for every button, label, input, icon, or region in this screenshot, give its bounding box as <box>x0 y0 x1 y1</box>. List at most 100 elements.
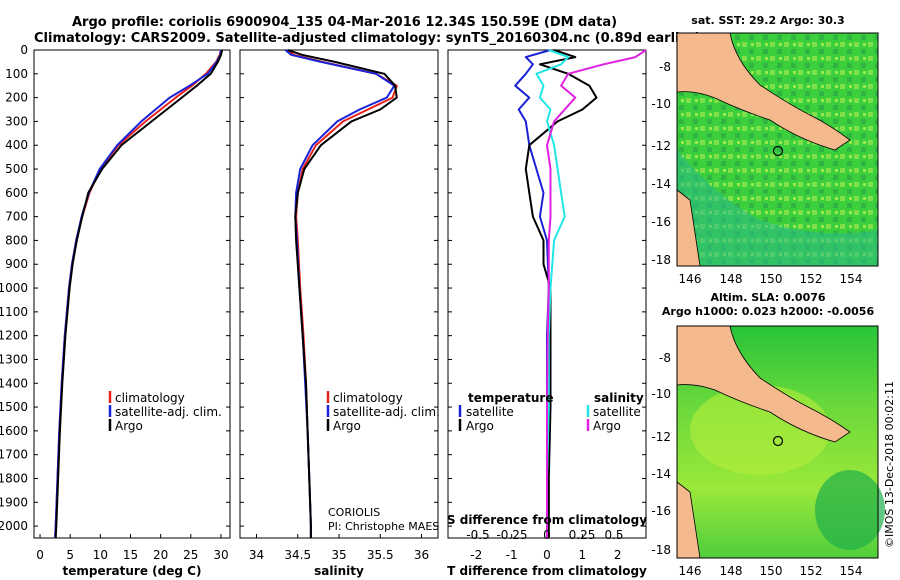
sla-low-region <box>815 470 885 550</box>
legend-salinity-title: salinity <box>594 391 644 405</box>
legend-climatology: climatology <box>115 391 185 405</box>
pi-label: PI: Christophe MAES <box>328 520 439 533</box>
series-line-argo <box>287 49 398 538</box>
series-line-satellite-adj-clim- <box>54 49 222 539</box>
salinity-axes <box>239 49 439 539</box>
x-tick-label: 5 <box>66 548 74 562</box>
depth-tick-label: 700 <box>5 210 28 224</box>
sst-cool-region <box>677 150 878 266</box>
title-line-2: Climatology: CARS2009. Satellite-adjuste… <box>34 31 701 46</box>
sst-map: sat. SST: 29.2 Argo: 30.3 -8 -10 -12 -14… <box>651 14 879 286</box>
x-tick-label: 34.5 <box>284 548 311 562</box>
legend-satellite-adj: satellite-adj. clim. <box>333 405 440 419</box>
land-new-guinea <box>676 32 851 151</box>
x-tick-label: -2 <box>470 548 482 562</box>
legend-t-argo: Argo <box>466 419 494 433</box>
series-line-s-argo <box>546 49 647 538</box>
sla-map-title-2: Argo h1000: 0.023 h2000: -0.0056 <box>662 305 875 318</box>
lon-tick: 148 <box>720 564 743 578</box>
depth-tick-label: 1800 <box>0 471 28 485</box>
x-tick-label: 30 <box>213 548 228 562</box>
s-difference-xlabel: S difference from climatology <box>447 513 647 527</box>
argo-location-marker <box>772 145 784 157</box>
depth-tick-label: 300 <box>5 114 28 128</box>
sst-map-frame <box>676 32 879 267</box>
difference-series <box>514 49 647 538</box>
depth-tick-label: 1600 <box>0 424 28 438</box>
series-line-s-satellite <box>535 49 570 538</box>
t-difference-tick-labels: -2 -1 0 1 2 <box>470 534 622 562</box>
lat-tick: -12 <box>651 139 671 153</box>
salinity-series <box>284 49 398 538</box>
temperature-series <box>54 49 224 539</box>
lat-tick: -16 <box>651 504 671 518</box>
depth-tick-label: 0 <box>20 43 28 57</box>
salinity-legend: climatology satellite-adj. clim. Argo <box>326 391 440 433</box>
s-tick: 0 <box>543 528 551 542</box>
series-line-climatology <box>54 49 222 539</box>
x-tick-label: 10 <box>93 548 108 562</box>
x-tick-label: 1 <box>579 548 587 562</box>
series-line-t-satellite <box>514 49 551 538</box>
temperature-tick-labels: 0 5 10 15 20 25 30 <box>36 534 229 562</box>
depth-tick-label: 100 <box>5 67 28 81</box>
series-line-argo <box>54 49 224 539</box>
lat-tick: -8 <box>659 351 671 365</box>
depth-tick-label: 1900 <box>0 495 28 509</box>
depth-tick-label: 1700 <box>0 448 28 462</box>
legend-satellite-adj: satellite-adj. clim. <box>115 405 222 419</box>
lat-tick: -14 <box>651 467 671 481</box>
lon-tick: 152 <box>800 272 823 286</box>
source-label: CORIOLIS <box>328 506 380 519</box>
lat-tick: -14 <box>651 177 671 191</box>
lon-tick: 154 <box>840 564 863 578</box>
depth-tick-labels: 0 100 200 300 400 500 600 700 800 900 1000 1100 1200… <box>0 43 646 533</box>
s-tick: 0.5 <box>604 528 623 542</box>
title-line-1: Argo profile: coriolis 6900904_135 04-Ma… <box>72 15 617 30</box>
depth-tick-label: 2000 <box>0 519 28 533</box>
depth-tick-label: 500 <box>5 162 28 176</box>
sla-map-title-1: Altim. SLA: 0.0076 <box>710 291 825 304</box>
sla-map-frame <box>676 325 879 559</box>
lon-tick: 152 <box>800 564 823 578</box>
legend-temperature-title: temperature <box>468 391 553 405</box>
salinity-xlabel: salinity <box>314 564 364 578</box>
lat-tick: -12 <box>651 430 671 444</box>
s-tick: 0.25 <box>569 528 596 542</box>
lon-tick: 154 <box>840 272 863 286</box>
s-tick: -0.5 <box>466 528 489 542</box>
depth-tick-label: 900 <box>5 257 28 271</box>
difference-panel: -2 -1 0 1 2 T difference from climatology S … <box>447 49 647 578</box>
sla-map: Altim. SLA: 0.0076 Argo h1000: 0.023 h20… <box>651 291 885 578</box>
depth-tick-label: 1000 <box>0 281 28 295</box>
lat-tick: -10 <box>651 387 671 401</box>
lon-tick: 150 <box>760 272 783 286</box>
lon-tick: 150 <box>760 564 783 578</box>
depth-tick-label: 800 <box>5 233 28 247</box>
depth-tick-label: 600 <box>5 186 28 200</box>
depth-tick-label: 1400 <box>0 376 28 390</box>
salinity-panel: 34 34.5 35 35.5 36 salinity climatology sate… <box>239 49 440 578</box>
s-difference-tick-labels: -0.5 -0.25 0 0.25 0.5 <box>466 528 623 542</box>
x-tick-label: 25 <box>183 548 198 562</box>
credit-label: ©IMOS 13-Dec-2018 00:02:11 <box>883 381 896 548</box>
x-tick-label: 36 <box>414 548 429 562</box>
x-tick-label: 2 <box>614 548 622 562</box>
t-difference-xlabel: T difference from climatology <box>447 564 647 578</box>
s-tick: -0.25 <box>496 528 527 542</box>
lon-tick: 146 <box>679 564 702 578</box>
depth-tick-label: 1200 <box>0 329 28 343</box>
sst-map-title: sat. SST: 29.2 Argo: 30.3 <box>691 14 844 27</box>
salinity-tick-labels: 34 34.5 35 35.5 36 <box>249 534 429 562</box>
x-tick-label: 15 <box>123 548 138 562</box>
x-tick-label: 34 <box>249 548 264 562</box>
lat-tick: -8 <box>659 60 671 74</box>
lat-tick: -18 <box>651 543 671 557</box>
lon-tick: 148 <box>720 272 743 286</box>
depth-tick-label: 1500 <box>0 400 28 414</box>
lon-tick: 146 <box>679 272 702 286</box>
x-tick-label: -1 <box>506 548 518 562</box>
temperature-axes <box>33 49 231 539</box>
temperature-xlabel: temperature (deg C) <box>63 564 202 578</box>
